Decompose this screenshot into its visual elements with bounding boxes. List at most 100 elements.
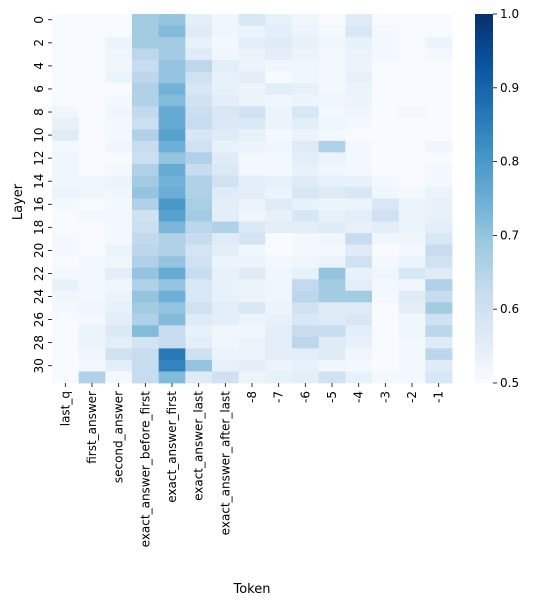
heatmap-cell (318, 129, 346, 142)
heatmap-cell (345, 152, 373, 165)
heatmap-cell (105, 60, 133, 73)
heatmap-cell (212, 279, 240, 292)
heatmap-cell (318, 37, 346, 49)
heatmap-cell (158, 186, 186, 199)
heatmap-cell (158, 25, 186, 38)
heatmap-cell (345, 267, 373, 280)
heatmap-cell (265, 359, 293, 372)
heatmap-cell (372, 71, 400, 84)
heatmap-cell (318, 60, 346, 73)
heatmap-cell (52, 348, 80, 361)
heatmap-cell (185, 371, 213, 384)
heatmap-cell (318, 348, 346, 361)
heatmap-cell (345, 279, 373, 292)
heatmap-cell (105, 25, 133, 38)
heatmap-cell (52, 256, 80, 269)
heatmap-cell (158, 48, 186, 61)
heatmap-cell (398, 48, 426, 61)
heatmap-cell (345, 25, 373, 38)
heatmap-cell (238, 279, 266, 292)
heatmap-cell (425, 152, 453, 165)
heatmap-cell (318, 221, 346, 234)
heatmap-cell (185, 233, 213, 246)
heatmap-cell (78, 313, 106, 326)
heatmap-cell (132, 267, 160, 280)
heatmap-cell (425, 25, 453, 38)
heatmap-cell (318, 163, 346, 176)
heatmap-cell (292, 94, 320, 107)
heatmap-cell (292, 325, 320, 338)
heatmap-cell (425, 140, 453, 153)
heatmap-cell (345, 106, 373, 119)
heatmap-cell (398, 117, 426, 130)
colorbar-tick-label: 0.7 (500, 228, 519, 242)
heatmap-cell (132, 94, 160, 107)
heatmap-cell (132, 290, 160, 303)
heatmap-cell (52, 83, 80, 96)
heatmap-cell (105, 256, 133, 269)
heatmap-cell (105, 129, 133, 142)
heatmap-cell (105, 175, 133, 188)
heatmap-cell (372, 359, 400, 372)
heatmap-cell (212, 14, 240, 26)
heatmap-cell (132, 256, 160, 269)
heatmap-cell (78, 279, 106, 292)
heatmap-cell (372, 14, 400, 26)
heatmap-cell (425, 244, 453, 257)
heatmap-cell (185, 244, 213, 257)
heatmap-cell (372, 186, 400, 199)
heatmap-cell (318, 279, 346, 292)
heatmap-cell (372, 244, 400, 257)
heatmap-cell (265, 256, 293, 269)
heatmap-cell (105, 325, 133, 338)
heatmap-cell (212, 60, 240, 73)
heatmap-cell (345, 313, 373, 326)
y-tick-label: 14 (32, 174, 46, 189)
colorbar-tick-label: 0.8 (500, 155, 519, 169)
heatmap-cell (398, 221, 426, 234)
heatmap-cell (372, 210, 400, 222)
heatmap-cell (78, 94, 106, 107)
heatmap-cell (292, 129, 320, 142)
heatmap-cell (158, 325, 186, 338)
heatmap-cell (78, 348, 106, 361)
heatmap-cell (372, 83, 400, 96)
heatmap-cell (132, 140, 160, 153)
heatmap-cell (132, 106, 160, 119)
heatmap-cell (425, 359, 453, 372)
heatmap-cell (372, 325, 400, 338)
heatmap-cell (78, 210, 106, 222)
heatmap-cell (52, 94, 80, 107)
heatmap-cell (398, 71, 426, 84)
heatmap-cell (425, 71, 453, 84)
heatmap-cell (185, 221, 213, 234)
y-tick-label: 4 (32, 62, 46, 70)
heatmap-cell (238, 71, 266, 84)
heatmap-cell (78, 290, 106, 303)
heatmap-cell (292, 117, 320, 130)
heatmap-cell (185, 336, 213, 349)
heatmap-cell (185, 94, 213, 107)
heatmap-cell (318, 325, 346, 338)
x-tick-label: -1 (432, 391, 446, 403)
heatmap-cell (425, 233, 453, 246)
heatmap-cell (425, 60, 453, 73)
heatmap-cell (372, 94, 400, 107)
heatmap-cell (265, 210, 293, 222)
heatmap-cell (52, 37, 80, 49)
heatmap-cell (238, 106, 266, 119)
heatmap-cell (212, 302, 240, 315)
heatmap-cell (158, 267, 186, 280)
heatmap-cell (132, 348, 160, 361)
heatmap-cell (185, 210, 213, 222)
heatmap-cell (105, 302, 133, 315)
heatmap-cell (425, 210, 453, 222)
heatmap-cell (372, 140, 400, 153)
heatmap-cell (345, 60, 373, 73)
heatmap-cell (318, 336, 346, 349)
heatmap-cell (78, 336, 106, 349)
heatmap-cell (212, 336, 240, 349)
heatmap-cell (345, 325, 373, 338)
heatmap-cell (52, 106, 80, 119)
